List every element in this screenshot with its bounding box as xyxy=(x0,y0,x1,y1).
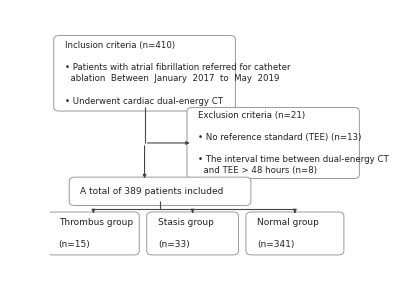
FancyBboxPatch shape xyxy=(187,107,359,178)
Text: Thrombus group

(n=15): Thrombus group (n=15) xyxy=(59,218,133,249)
Text: Normal group

(n=341): Normal group (n=341) xyxy=(257,218,319,249)
FancyBboxPatch shape xyxy=(246,212,344,255)
Text: Exclusion criteria (n=21)

• No reference standard (TEE) (n=13)

• The interval : Exclusion criteria (n=21) • No reference… xyxy=(198,111,389,175)
FancyBboxPatch shape xyxy=(147,212,238,255)
Text: Inclusion criteria (n=410)

• Patients with atrial fibrillation referred for cat: Inclusion criteria (n=410) • Patients wi… xyxy=(65,41,290,105)
FancyBboxPatch shape xyxy=(54,36,235,111)
Text: A total of 389 patients included: A total of 389 patients included xyxy=(80,187,224,196)
Text: Stasis group

(n=33): Stasis group (n=33) xyxy=(158,218,214,249)
FancyBboxPatch shape xyxy=(48,212,139,255)
FancyBboxPatch shape xyxy=(69,177,251,206)
